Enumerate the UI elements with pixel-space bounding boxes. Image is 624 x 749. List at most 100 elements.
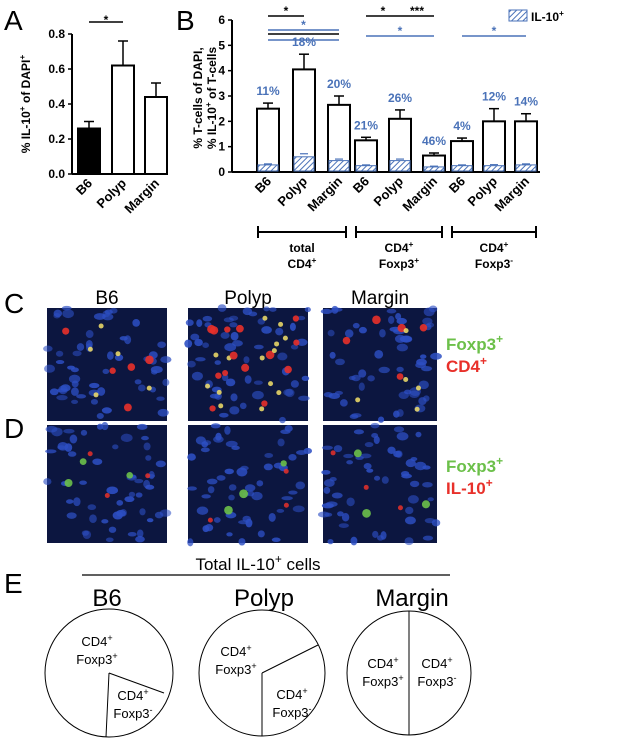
micrograph-background <box>47 308 167 421</box>
nucleus <box>423 395 430 402</box>
y-tick-label: 3 <box>218 89 225 103</box>
cell-stain <box>64 478 73 487</box>
cell-stain <box>276 390 282 396</box>
cell-stain <box>268 381 274 387</box>
panel-label-e: E <box>4 568 23 599</box>
cell-stain <box>414 406 420 412</box>
y-tick-label: 0.0 <box>48 167 65 181</box>
cell-stain <box>87 451 93 457</box>
nucleus <box>381 476 389 484</box>
nucleus <box>43 478 52 486</box>
cell-stain <box>353 449 362 458</box>
nucleus <box>256 480 264 487</box>
bar-total <box>514 120 538 174</box>
group-label-line1: CD4+ <box>480 239 509 255</box>
nucleus <box>120 433 133 442</box>
nucleus <box>127 532 137 537</box>
nucleus <box>96 423 104 430</box>
nucleus <box>53 312 61 319</box>
nucleus <box>85 330 94 339</box>
nucleus <box>112 444 119 450</box>
nucleus <box>323 486 331 494</box>
nucleus <box>333 445 343 453</box>
y-tick-label: 5 <box>218 38 225 52</box>
nucleus <box>151 369 158 375</box>
nucleus <box>217 304 227 312</box>
y-tick-label: 6 <box>218 13 225 27</box>
nucleus <box>145 455 152 461</box>
nucleus <box>348 375 356 381</box>
cell-stain <box>403 328 409 334</box>
nucleus <box>108 526 117 533</box>
nucleus <box>415 431 422 438</box>
nucleus <box>200 447 210 453</box>
cell-stain <box>98 323 104 329</box>
nucleus <box>101 422 109 431</box>
nucleus <box>324 512 333 517</box>
nucleus <box>146 518 154 523</box>
x-tick-label: Margin <box>121 175 162 216</box>
cell-stain <box>362 508 371 518</box>
nucleus <box>263 306 270 312</box>
x-tick-label: Margin <box>399 173 440 214</box>
nucleus <box>71 399 79 404</box>
cell-stain <box>274 341 280 347</box>
panel-label-b: B <box>176 5 195 36</box>
nucleus <box>226 532 233 537</box>
legend-foxp3: Foxp3+ <box>446 454 503 476</box>
nucleus <box>194 338 203 347</box>
nucleus <box>139 508 146 516</box>
significance-star: * <box>301 18 306 32</box>
group-label-line2: CD4+ <box>288 255 317 271</box>
nucleus <box>288 490 298 495</box>
percent-label: 20% <box>327 77 351 91</box>
nucleus <box>49 388 59 396</box>
nucleus <box>421 366 433 372</box>
nucleus <box>185 319 194 326</box>
nucleus <box>72 350 82 357</box>
nucleus <box>373 435 380 445</box>
nucleus <box>268 512 276 522</box>
nucleus <box>240 465 249 471</box>
percent-label: 18% <box>292 35 316 49</box>
bar-il10 <box>423 166 445 172</box>
y-axis-label-line1: % T-cells of DAPI, <box>191 47 205 148</box>
nucleus <box>229 406 240 415</box>
bar-total <box>388 117 412 174</box>
nucleus <box>55 350 64 357</box>
cell-stain <box>224 505 233 515</box>
nucleus <box>76 343 85 351</box>
nucleus <box>195 357 206 362</box>
nucleus <box>224 426 231 435</box>
y-tick-label: 0.8 <box>48 27 65 41</box>
cell-stain <box>419 324 428 332</box>
x-tick-label: B6 <box>446 174 468 196</box>
nucleus <box>386 308 397 314</box>
nucleus <box>396 343 408 352</box>
significance-star: * <box>284 4 289 18</box>
nucleus <box>387 446 396 454</box>
cell-stain <box>292 315 300 322</box>
group-label-line1: CD4+ <box>385 239 414 255</box>
nucleus <box>187 360 196 368</box>
nucleus <box>323 392 333 398</box>
nucleus <box>343 453 354 459</box>
cell-stain <box>236 324 244 333</box>
nucleus <box>331 305 339 314</box>
nucleus <box>252 390 264 400</box>
nucleus <box>301 375 310 381</box>
nucleus <box>67 365 75 370</box>
y-tick-label: 4 <box>218 64 225 78</box>
nucleus <box>65 499 74 504</box>
nucleus <box>159 509 172 517</box>
cell-stain <box>93 392 99 398</box>
nucleus <box>338 523 349 528</box>
nucleus <box>366 468 374 473</box>
nucleus <box>422 535 434 541</box>
nucleus <box>69 434 78 444</box>
x-tick-label: B6 <box>73 176 95 198</box>
bar-il10 <box>257 164 279 172</box>
nucleus <box>341 513 350 522</box>
nucleus <box>223 317 234 323</box>
cell-stain <box>222 369 229 376</box>
